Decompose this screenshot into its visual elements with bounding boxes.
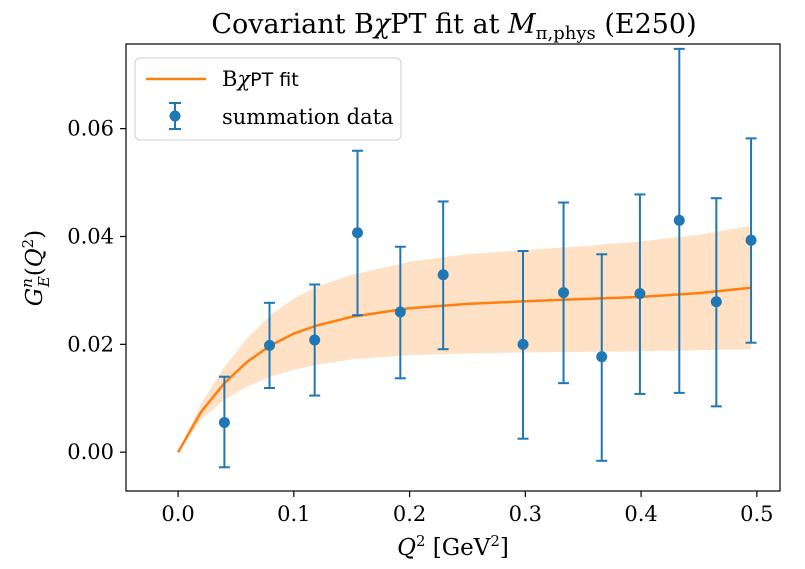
data-point — [558, 201, 570, 385]
x-tick-label: 0.4 — [624, 502, 657, 526]
x-tick-label: 0.2 — [393, 502, 426, 526]
data-point — [745, 137, 757, 344]
y-tick-label: 0.00 — [67, 440, 114, 464]
x-tick-label: 0.1 — [277, 502, 310, 526]
data-point — [437, 200, 449, 351]
point-marker — [596, 351, 608, 363]
legend-data-label: summation data — [222, 105, 394, 129]
data-point — [596, 253, 608, 462]
data-point — [710, 197, 722, 408]
x-axis: 0.0 0.1 0.2 0.3 0.4 0.5 — [161, 491, 774, 526]
legend-fit-label: BχPT fit — [222, 67, 299, 91]
point-marker — [558, 287, 570, 299]
data-point — [673, 47, 685, 394]
y-axis: 0.00 0.02 0.04 0.06 — [67, 117, 126, 464]
data-point — [218, 375, 230, 469]
point-marker — [264, 339, 276, 351]
data-points-layer — [218, 47, 757, 469]
fit-line — [177, 286, 752, 453]
plot-frame — [125, 43, 781, 492]
y-tick-label: 0.06 — [67, 117, 114, 141]
y-tick-label: 0.02 — [67, 332, 114, 356]
point-marker — [437, 269, 449, 281]
data-point — [394, 245, 406, 380]
y-tick-label: 0.04 — [67, 224, 114, 248]
legend: BχPT fit summation data — [134, 57, 402, 141]
x-axis-label: Q2 [GeV2] — [397, 532, 509, 561]
point-marker — [218, 417, 230, 429]
y-axis-label: GnE(Q2) — [18, 230, 53, 306]
data-point — [309, 283, 321, 397]
chart-title: Covariant BχPT fit at Mπ,phys (E250) — [211, 9, 696, 44]
point-marker — [745, 234, 757, 246]
fit-uncertainty-band — [178, 225, 752, 453]
data-point — [352, 149, 364, 317]
point-marker — [634, 288, 646, 300]
legend-data-swatch — [169, 102, 181, 130]
fit-line-layer — [177, 286, 752, 453]
data-point — [634, 193, 646, 395]
data-point — [517, 250, 529, 440]
point-marker — [673, 214, 685, 226]
x-tick-label: 0.0 — [161, 502, 194, 526]
point-marker — [309, 334, 321, 346]
point-marker — [394, 306, 406, 318]
x-tick-label: 0.3 — [509, 502, 542, 526]
point-marker — [517, 338, 529, 350]
fit-band-layer — [178, 225, 752, 453]
data-point — [264, 301, 276, 390]
x-tick-label: 0.5 — [740, 502, 773, 526]
point-marker — [352, 227, 364, 239]
point-marker — [710, 296, 722, 308]
